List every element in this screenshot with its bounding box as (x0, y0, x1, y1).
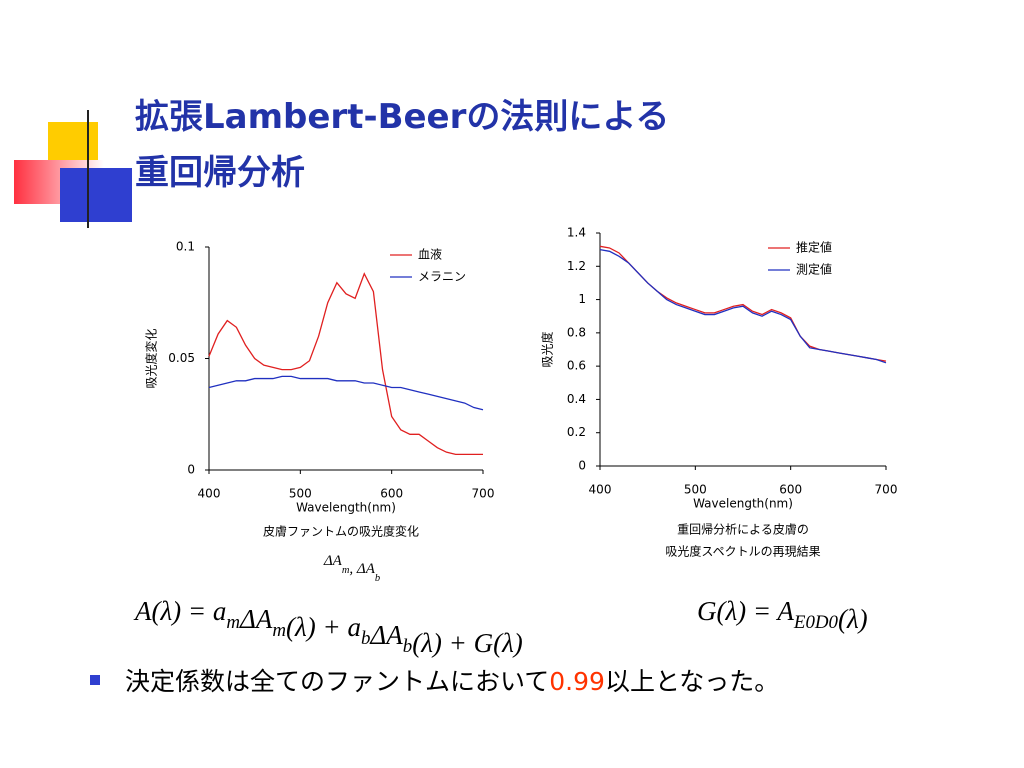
formula: A(λ) = amΔAm(λ) + abΔAb(λ) + G(λ) (133, 596, 523, 658)
y-tick-label: 0.2 (567, 425, 586, 439)
x-tick-label: 400 (198, 487, 221, 501)
math-text: (λ) + G(λ) (412, 628, 523, 658)
title: 重回帰分析 (135, 153, 305, 193)
legend-label: 測定値 (796, 262, 832, 277)
x-tick-label: 500 (289, 487, 312, 501)
y-axis-label: 吸光度 (540, 331, 555, 367)
y-tick-label: 0.4 (567, 392, 586, 406)
math-sub: b (375, 573, 380, 584)
chart-caption: 皮膚ファントムの吸光度変化 (263, 524, 419, 539)
chart-caption: 吸光度スペクトルの再現結果 (665, 544, 820, 559)
math-sub: b (403, 636, 412, 657)
charts: 0 0.05 0.1 400 500 600 700 Wavelength(nm) 吸光度変化皮… (144, 226, 898, 559)
math-sub: m (226, 612, 240, 633)
x-tick-label: 600 (779, 483, 802, 497)
y-tick-label: 0 (578, 459, 586, 473)
x-tick-label: 700 (472, 487, 495, 501)
y-tick-label: 0.8 (567, 325, 586, 339)
data-line (208, 375, 484, 411)
y-tick-label: 1.4 (567, 226, 586, 240)
legend-label: メラニン (418, 270, 466, 284)
math-sub: E0D0 (793, 612, 839, 633)
highlight: 0.99 (549, 667, 605, 696)
y-tick-label: 0.05 (168, 351, 195, 365)
deco-blue (60, 168, 132, 222)
x-axis-label: Wavelength(nm) (296, 501, 396, 515)
math-text: G(λ) = A (697, 596, 794, 626)
math-text: (λ) + a (286, 612, 361, 642)
chart-caption: 重回帰分析による皮膚の (677, 522, 809, 537)
bullet-text: 決定係数は全てのファントムにおいて0.99以上となった。 (125, 667, 779, 696)
data-line (599, 249, 887, 364)
y-tick-label: 0.1 (176, 240, 195, 254)
legend-label: 血液 (418, 247, 442, 262)
y-tick-label: 1.2 (567, 259, 586, 273)
formula: G(λ) = AE0D0(λ) (697, 596, 868, 634)
x-tick-label: 700 (875, 483, 898, 497)
math-text: A(λ) = a (133, 596, 226, 626)
text: 決定係数は全てのファントムにおいて (125, 667, 549, 696)
math-text: ΔA (369, 620, 403, 650)
y-tick-label: 1 (578, 292, 586, 306)
math-sub: m (272, 620, 286, 641)
y-tick-label: 0.6 (567, 359, 586, 373)
x-tick-label: 600 (380, 487, 403, 501)
legend-label: 推定値 (796, 240, 832, 255)
data-line (208, 272, 483, 456)
y-axis-label: 吸光度変化 (144, 328, 159, 388)
math-text: (λ) (838, 604, 868, 634)
math-text: ΔA (323, 553, 343, 569)
bullet-marker (90, 675, 100, 685)
math-sub: m (342, 565, 350, 576)
x-axis-label: Wavelength(nm) (693, 497, 793, 511)
y-tick-label: 0 (187, 463, 195, 477)
delta-caption: ΔAm, ΔAb (323, 553, 380, 584)
math-sub: b (361, 628, 370, 649)
math-text: , ΔA (349, 561, 375, 577)
math-text: ΔA (239, 604, 273, 634)
x-tick-label: 400 (589, 483, 612, 497)
title: 拡張Lambert-Beerの法則による (135, 97, 669, 137)
x-tick-label: 500 (684, 483, 707, 497)
data-line (599, 245, 887, 362)
text: 以上となった。 (605, 667, 779, 696)
